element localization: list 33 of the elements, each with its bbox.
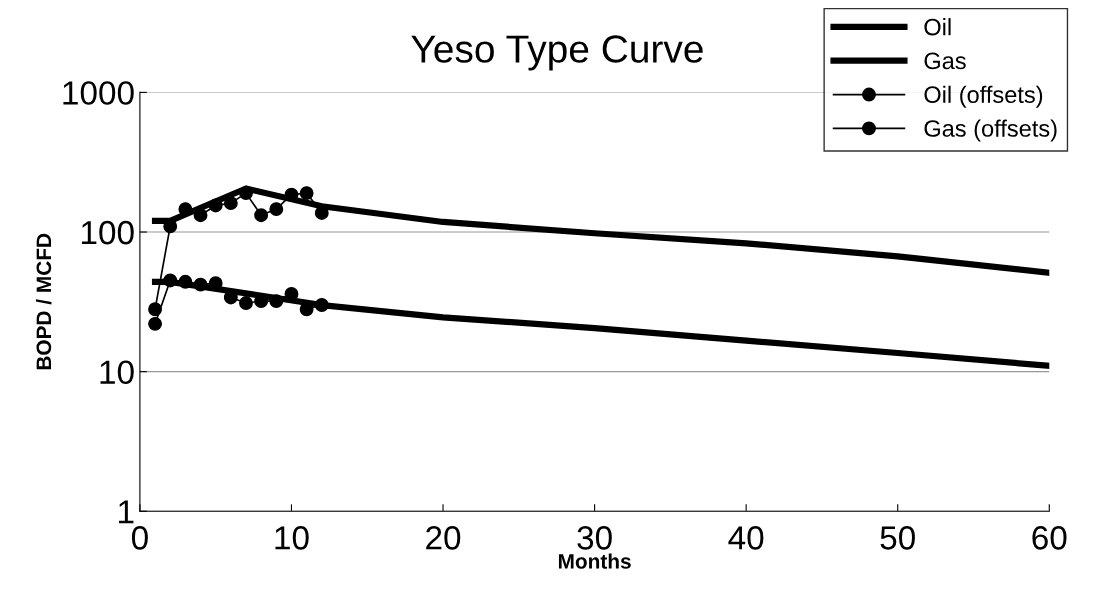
legend-label: Gas (offsets) (924, 119, 1057, 142)
x-tick-label: 30 (577, 526, 612, 550)
point (239, 186, 253, 201)
point (193, 208, 208, 223)
point (284, 187, 299, 202)
point (208, 198, 223, 213)
point (178, 274, 193, 289)
legend-label: Gas (924, 52, 966, 70)
point (239, 296, 253, 310)
point (269, 202, 284, 217)
x-tick-label: 60 (1032, 526, 1067, 550)
legend-label: Oil (924, 18, 951, 36)
point (314, 298, 329, 312)
x-tick-label: 0 (131, 526, 148, 550)
y-tick-label: 10 (100, 360, 134, 385)
legend-label: Oil (offsets) (924, 85, 1043, 108)
y-tick-label: 1 (119, 500, 134, 524)
x-tick-label: 50 (880, 526, 915, 550)
point (148, 316, 163, 331)
x-tick-label: 40 (728, 526, 764, 550)
y-tick-label: 1000 (63, 81, 134, 105)
point (269, 294, 284, 309)
point (254, 208, 269, 223)
point (163, 273, 178, 288)
x-tick-label: 20 (426, 526, 461, 550)
x-axis-title: Months (558, 553, 631, 569)
y-tick-label: 100 (81, 220, 134, 245)
point (193, 277, 208, 292)
point (223, 196, 238, 211)
chart-title: Yeso Type Curve (411, 35, 703, 71)
x-tick-label: 10 (275, 526, 309, 550)
y-axis-title: BOPD / MCFD (35, 233, 52, 370)
point (299, 186, 314, 201)
